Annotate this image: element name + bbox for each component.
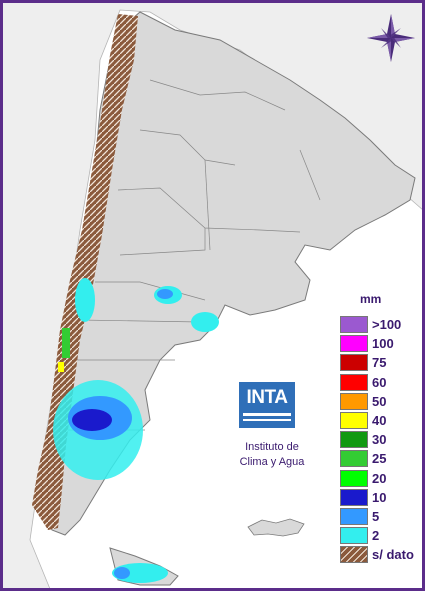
- legend-item: 30: [340, 431, 425, 449]
- legend-label: 50: [372, 393, 387, 409]
- legend-item: 100: [340, 335, 425, 353]
- legend-label: 2: [372, 528, 380, 544]
- legend-swatch: [340, 508, 368, 525]
- legend-label: 60: [372, 374, 387, 390]
- legend-label: 10: [372, 489, 387, 505]
- legend-label: 75: [372, 355, 387, 371]
- inta-logo: INTA: [239, 382, 295, 428]
- legend-item: >100: [340, 316, 425, 334]
- compass-rose-icon: [367, 14, 415, 62]
- institute-line-2: Clima y Agua: [239, 456, 305, 468]
- legend-label: 100: [372, 336, 394, 352]
- legend-swatch: [340, 354, 368, 372]
- legend-swatch: [340, 316, 368, 333]
- legend-item: 5: [340, 508, 425, 526]
- legend-item: 10: [340, 488, 425, 507]
- legend-item: 25: [340, 450, 425, 468]
- rain-area-south-5mm: [114, 567, 130, 579]
- inta-logo-text: INTA: [246, 387, 288, 408]
- rain-area-east-2mm: [191, 312, 219, 332]
- legend-label: 25: [372, 451, 387, 467]
- rain-area-north-5mm: [157, 289, 173, 299]
- legend-item: 75: [340, 354, 425, 372]
- legend-swatch: [340, 546, 368, 564]
- legend-label: 30: [372, 432, 387, 448]
- legend-item: 40: [340, 412, 425, 430]
- rain-area-10mm: [72, 409, 112, 431]
- rain-area-west-25mm: [62, 328, 70, 358]
- no-data-andes: [32, 14, 138, 530]
- legend-label: 5: [372, 509, 380, 524]
- legend-swatch: [340, 527, 368, 545]
- legend-swatch: [340, 373, 368, 391]
- malvinas-islands: [247, 518, 305, 537]
- legend-item: 20: [340, 469, 425, 488]
- legend-label: 40: [372, 413, 387, 428]
- legend-title: mm: [360, 292, 382, 306]
- legend-swatch: [340, 431, 368, 449]
- rain-area-west-40mm: [58, 362, 64, 372]
- legend-item: 2: [340, 527, 425, 545]
- legend-label: 20: [372, 470, 387, 486]
- legend-label: >100: [372, 317, 402, 332]
- legend-swatch: [340, 469, 368, 487]
- legend-swatch: [340, 488, 368, 506]
- legend-item: s/ dato: [340, 546, 425, 564]
- legend-swatch: [340, 412, 368, 429]
- institute-line-1: Instituto de: [245, 441, 299, 453]
- rain-area-west-2mm: [75, 278, 95, 322]
- legend-swatch: [340, 392, 368, 410]
- legend-label: s/ dato: [372, 547, 414, 563]
- legend-swatch: [340, 335, 368, 353]
- legend-item: 50: [340, 392, 425, 411]
- legend-item: 60: [340, 373, 425, 392]
- legend-swatch: [340, 450, 368, 468]
- institute-name: Instituto de Clima y Agua: [222, 440, 322, 470]
